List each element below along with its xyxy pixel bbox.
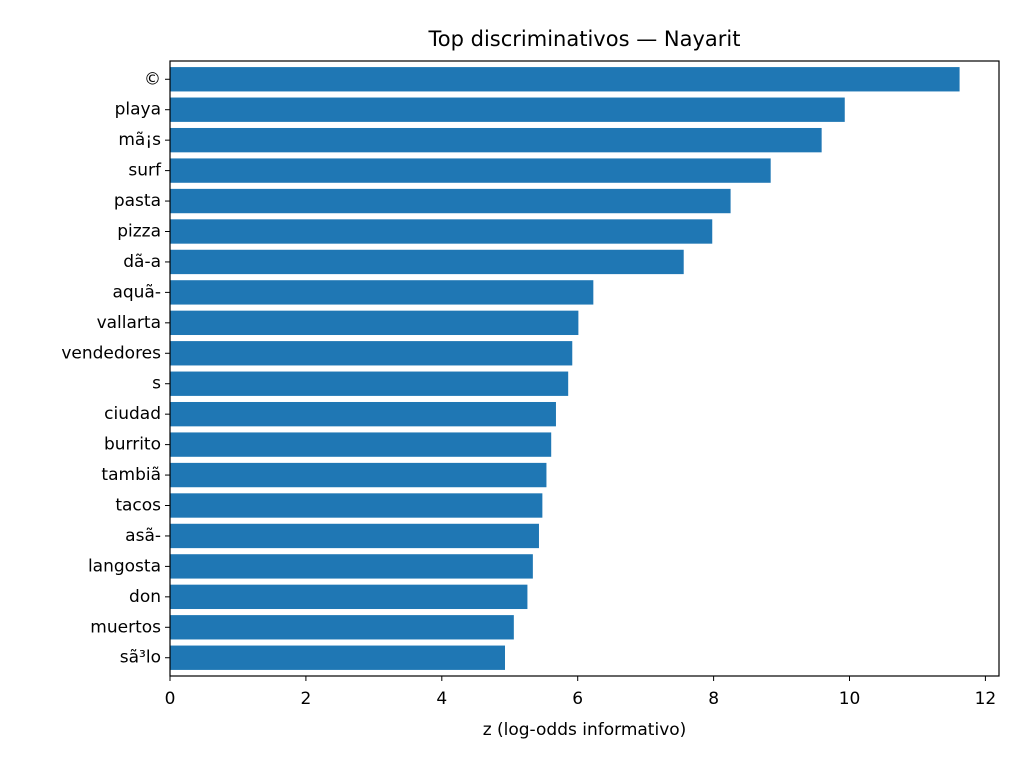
- bar-14: [170, 493, 543, 518]
- bar-11: [170, 401, 556, 427]
- plot-area: [170, 61, 999, 676]
- bar-17: [170, 584, 528, 610]
- y-tick-label: langosta: [88, 556, 161, 576]
- bar-4: [170, 188, 731, 214]
- bar-2: [170, 127, 822, 153]
- x-tick-label: 0: [165, 689, 176, 709]
- y-tick-label: don: [129, 587, 161, 607]
- bar-12: [170, 432, 552, 457]
- y-tick-label: vendedores: [61, 343, 161, 363]
- chart-title: Top discriminativos — Nayarit: [428, 27, 741, 51]
- y-tick-label: dã-a: [123, 252, 161, 272]
- x-tick-label: 4: [436, 689, 447, 709]
- x-tick-label: 12: [975, 689, 997, 709]
- bar-9: [170, 341, 573, 366]
- x-tick-label: 2: [300, 689, 311, 709]
- y-tick-label: aquã-: [112, 282, 161, 302]
- bar-13: [170, 462, 547, 488]
- bar-0: [170, 67, 960, 92]
- y-tick-label: ©: [144, 69, 161, 89]
- y-tick-label: ciudad: [104, 404, 161, 424]
- y-tick-label: s: [152, 374, 161, 394]
- y-tick-label: surf: [128, 161, 162, 181]
- x-tick-label: 6: [572, 689, 583, 709]
- y-tick-label: pasta: [114, 191, 161, 211]
- x-axis-label: z (log-odds informativo): [483, 720, 687, 740]
- y-tick-label: pizza: [117, 221, 161, 241]
- bar-1: [170, 97, 845, 122]
- bar-19: [170, 645, 505, 670]
- bar-16: [170, 554, 533, 579]
- x-ticks: 0 2 4 6 8 10 12: [165, 676, 997, 709]
- x-tick-label: 10: [839, 689, 861, 709]
- bar-6: [170, 249, 684, 275]
- x-tick-label: 8: [708, 689, 719, 709]
- y-tick-label: vallarta: [97, 313, 161, 333]
- y-tick-label: tambiã: [101, 465, 161, 485]
- plot-frame: [169, 60, 1000, 677]
- y-tick-label: playa: [115, 100, 161, 120]
- bar-18: [170, 615, 514, 640]
- bar-5: [170, 219, 713, 244]
- bar-3: [170, 158, 771, 183]
- y-tick-label: asã-: [125, 526, 161, 546]
- y-tick-label: mã¡s: [118, 130, 161, 150]
- bar-10: [170, 371, 569, 396]
- y-tick-labels: © playa mã¡s surf pasta pizza dã-a aquã-vallart…: [61, 69, 170, 668]
- y-tick-label: tacos: [115, 496, 161, 516]
- y-tick-label: burrito: [104, 435, 161, 455]
- y-tick-label: sã³lo: [120, 648, 161, 668]
- bar-7: [170, 280, 594, 305]
- bar-8: [170, 310, 579, 336]
- bars-group: [170, 67, 960, 670]
- y-tick-label: muertos: [90, 617, 161, 637]
- bar-15: [170, 523, 539, 549]
